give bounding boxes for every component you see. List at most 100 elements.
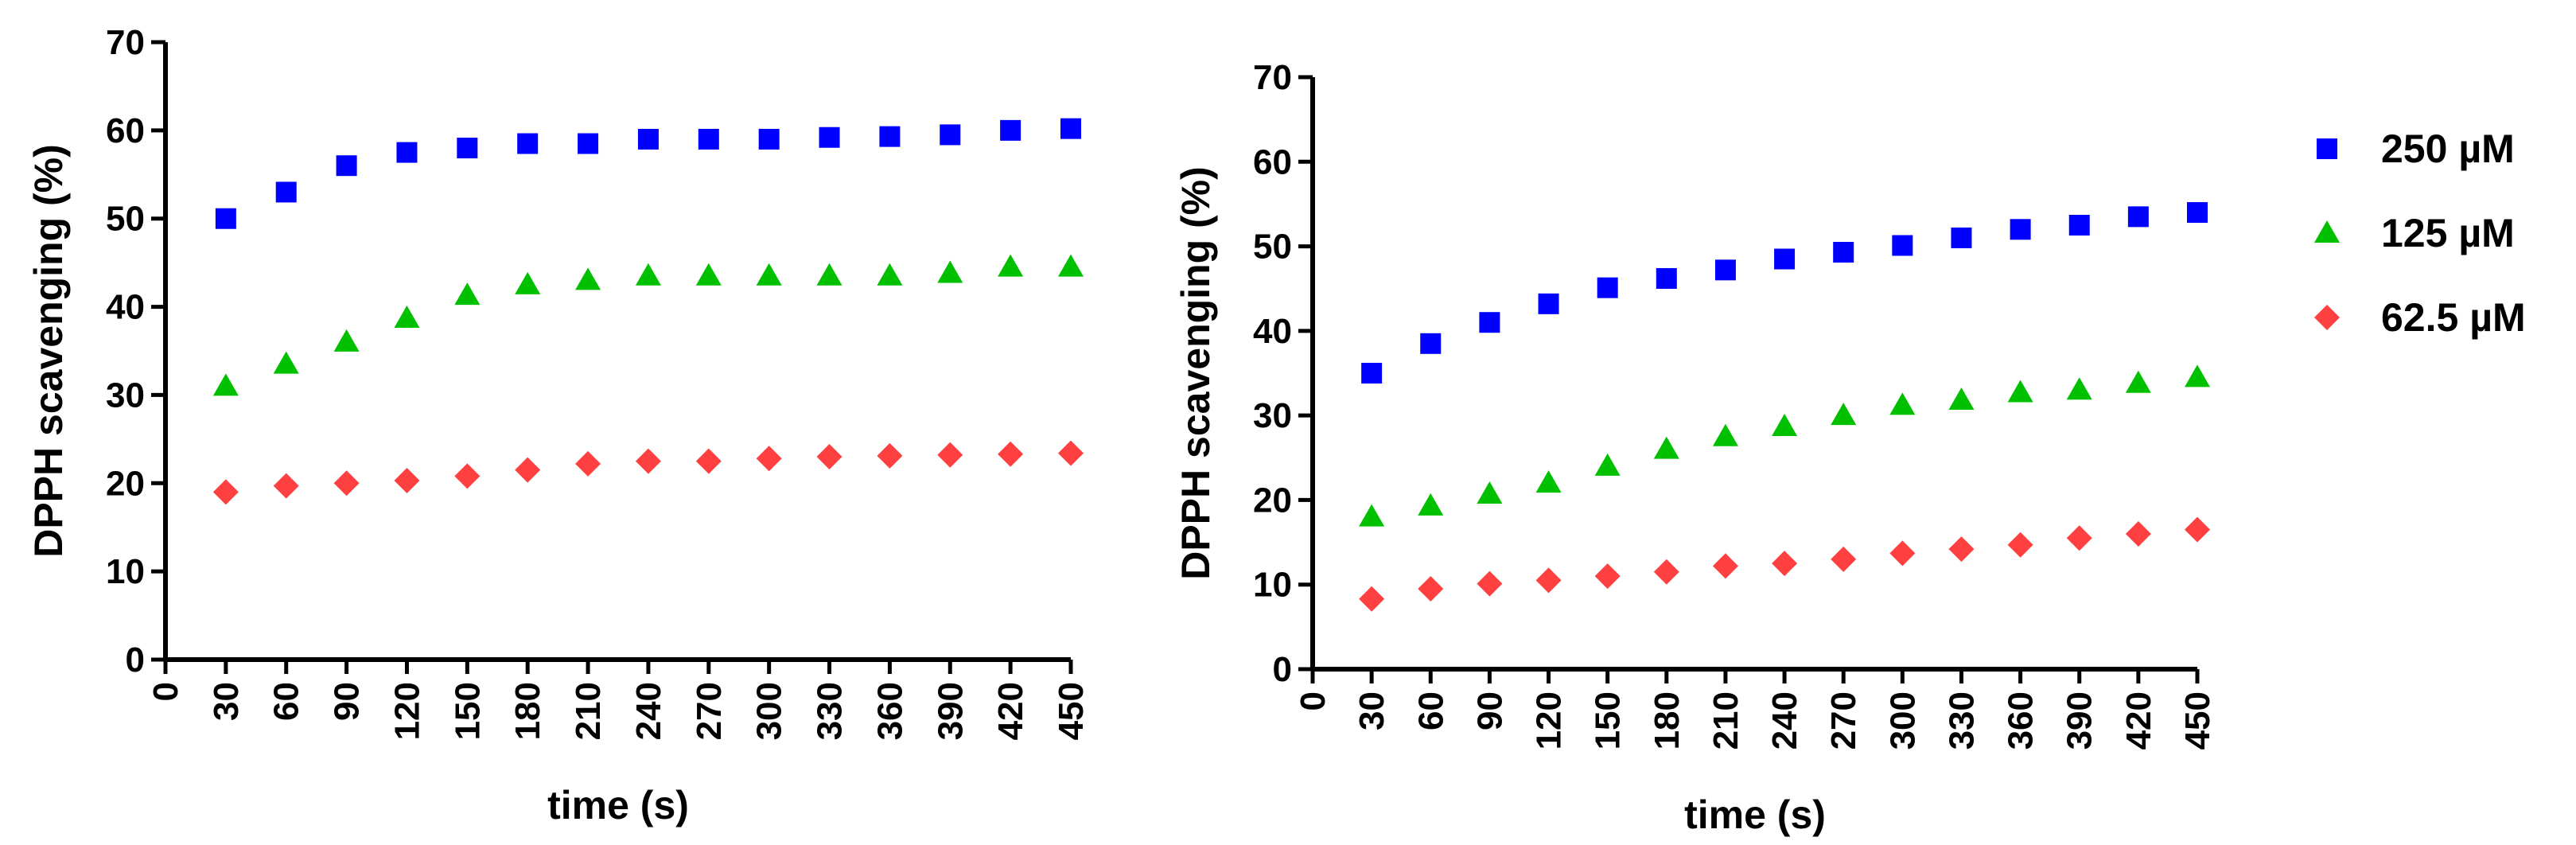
- x-tick-label: 240: [629, 682, 668, 740]
- data-point-square: [2010, 219, 2031, 240]
- data-point-square: [1060, 118, 1081, 139]
- data-point-diamond: [1477, 570, 1503, 597]
- series-triangle: [1359, 364, 2210, 527]
- data-point-triangle: [1477, 481, 1503, 504]
- legend-diamond-icon: [2314, 305, 2340, 330]
- data-point-diamond: [515, 457, 541, 483]
- x-tick-label: 270: [690, 682, 729, 740]
- data-point-diamond: [1535, 567, 1562, 594]
- data-point-diamond: [877, 442, 903, 469]
- data-point-square: [698, 128, 719, 150]
- data-point-triangle: [1594, 453, 1621, 476]
- data-point-diamond: [2125, 520, 2151, 547]
- data-point-square: [637, 128, 659, 150]
- left-chart-panel: 0 10 20 30 40 50 60 70 0 30 60 90 120 150 180 210 240 270…: [26, 23, 1091, 827]
- x-tick-label: 150: [1589, 691, 1628, 750]
- x-tick-label: 450: [2178, 691, 2217, 750]
- data-point-square: [940, 124, 961, 146]
- data-point-triangle: [1948, 387, 1975, 411]
- data-point-square: [1420, 333, 1442, 354]
- series-triangle: [212, 254, 1084, 396]
- data-point-diamond: [212, 479, 239, 505]
- data-point-diamond: [937, 442, 963, 468]
- legend-square-icon: [2317, 138, 2337, 159]
- x-tick-label: 450: [1052, 682, 1091, 740]
- data-point-square: [275, 181, 297, 203]
- x-tick-label: 120: [1530, 691, 1569, 750]
- x-tick-label: 0: [1294, 691, 1333, 711]
- x-tick-label: 300: [750, 682, 789, 740]
- legend-triangle-icon: [2314, 220, 2340, 243]
- data-point-triangle: [1831, 403, 1857, 426]
- x-tick-label: 330: [1942, 691, 1981, 750]
- y-axis-title: DPPH scavenging (%): [26, 144, 71, 558]
- data-point-triangle: [575, 267, 601, 290]
- data-point-square: [2187, 202, 2208, 224]
- x-tick-label: 390: [931, 682, 970, 740]
- data-point-diamond: [1594, 563, 1621, 590]
- data-point-square: [1714, 259, 1736, 281]
- data-point-triangle: [756, 263, 782, 286]
- data-point-diamond: [333, 470, 360, 496]
- data-point-square: [1479, 312, 1500, 333]
- x-tick-label: 30: [207, 682, 246, 721]
- y-tick-label: 20: [1253, 481, 1292, 520]
- data-point-triangle: [273, 351, 299, 374]
- y-tick-label: 40: [106, 288, 145, 327]
- series-square: [215, 118, 1081, 229]
- data-point-square: [1000, 119, 1021, 141]
- data-point-diamond: [1418, 576, 1444, 602]
- data-point-square: [819, 127, 840, 148]
- x-tick-label: 120: [387, 682, 426, 740]
- data-point-diamond: [394, 467, 420, 493]
- data-point-triangle: [515, 271, 541, 294]
- y-tick-label: 60: [106, 111, 145, 150]
- data-point-triangle: [998, 254, 1024, 277]
- data-point-square: [1774, 248, 1796, 270]
- y-tick-label: 60: [1253, 142, 1292, 181]
- data-point-square: [1361, 363, 1383, 384]
- x-axis-title: time (s): [547, 783, 689, 827]
- x-tick-label: 300: [1883, 691, 1922, 750]
- y-tick-label: 50: [106, 200, 145, 239]
- data-point-square: [1538, 293, 1559, 314]
- data-point-triangle: [2125, 370, 2151, 393]
- data-point-diamond: [2185, 516, 2210, 543]
- data-point-diamond: [1058, 440, 1084, 466]
- x-tick-label: 60: [1411, 691, 1450, 730]
- data-point-diamond: [1772, 551, 1798, 577]
- y-tick-label: 30: [106, 376, 145, 415]
- data-point-triangle: [635, 263, 661, 286]
- x-tick-label: 210: [1706, 691, 1745, 750]
- data-point-triangle: [877, 263, 903, 286]
- data-point-diamond: [998, 441, 1024, 467]
- x-tick-label: 90: [1470, 691, 1509, 730]
- data-point-square: [2068, 215, 2090, 236]
- data-point-square: [1656, 267, 1677, 289]
- y-tick-label: 10: [1253, 566, 1292, 605]
- data-point-square: [1892, 235, 1913, 256]
- series-square: [1361, 202, 2208, 384]
- data-point-diamond: [454, 463, 481, 489]
- x-tick-label: 420: [2119, 691, 2158, 750]
- data-point-triangle: [2185, 364, 2210, 387]
- x-tick-label: 360: [2002, 691, 2041, 750]
- y-tick-label: 40: [1253, 312, 1292, 351]
- data-point-diamond: [756, 446, 782, 472]
- x-tick-label: 180: [508, 682, 547, 740]
- data-point-triangle: [1772, 413, 1798, 436]
- legend-label: 250 µM: [2381, 127, 2515, 171]
- data-point-triangle: [394, 305, 420, 328]
- data-point-diamond: [1889, 540, 1916, 567]
- data-point-triangle: [1359, 504, 1385, 527]
- series-diamond: [212, 440, 1084, 505]
- data-point-triangle: [1418, 493, 1444, 516]
- series-diamond: [1359, 516, 2210, 612]
- data-point-diamond: [2066, 525, 2092, 551]
- y-tick-label: 20: [106, 464, 145, 503]
- y-tick-label: 0: [1273, 650, 1292, 689]
- data-point-square: [578, 133, 599, 154]
- data-point-square: [1833, 242, 1854, 263]
- data-point-diamond: [1359, 586, 1385, 612]
- data-point-triangle: [1058, 254, 1084, 277]
